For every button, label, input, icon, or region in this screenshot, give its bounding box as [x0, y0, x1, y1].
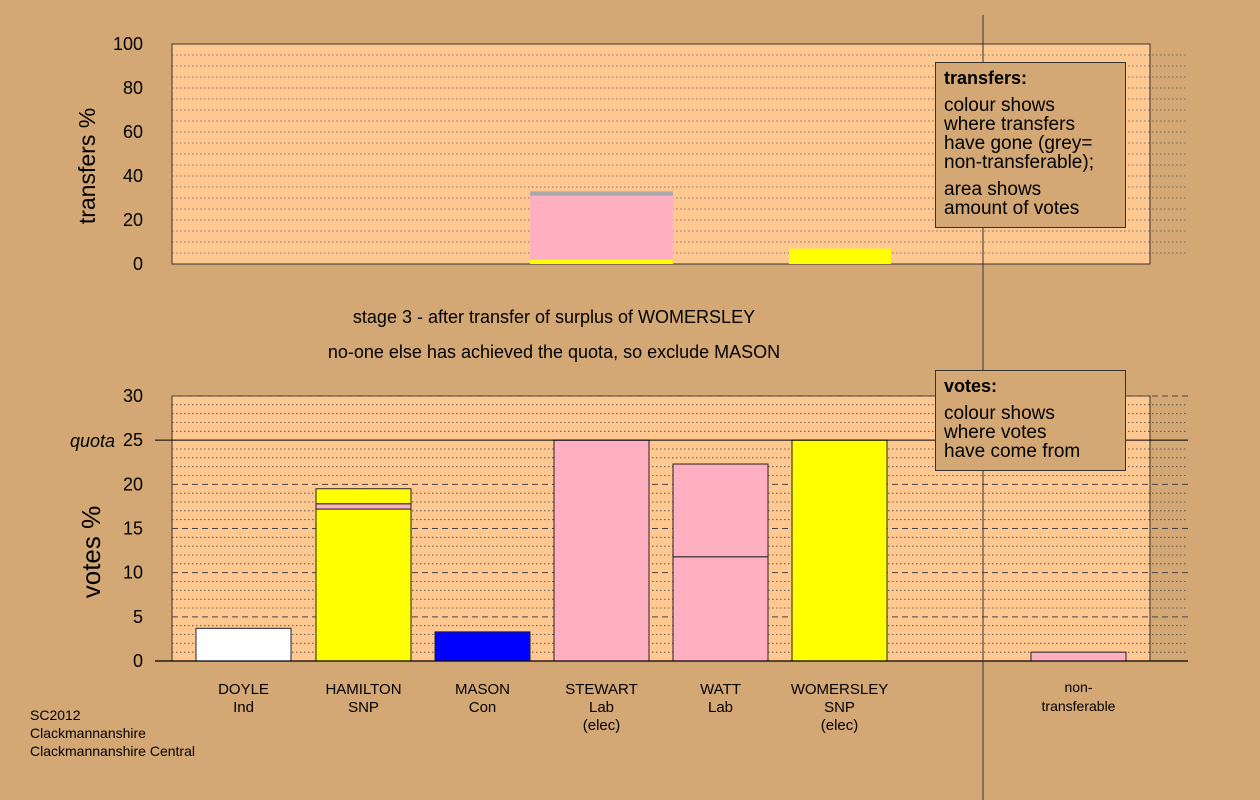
vote-bar-segment	[315, 503, 412, 510]
transfers-y-tick-label: 80	[123, 78, 143, 98]
candidate-label: Lab	[589, 699, 614, 716]
quota-label: quota	[70, 431, 115, 451]
transfers-legend-text: area shows	[944, 179, 1042, 200]
vote-bar-segment	[672, 463, 769, 558]
transfers-legend-text: colour shows	[944, 95, 1055, 116]
transfer-bar-segment	[530, 195, 673, 260]
candidate-label: SNP	[824, 699, 855, 716]
vote-bar-segment	[553, 439, 650, 662]
candidate-label: MASON	[455, 681, 510, 698]
candidate-label: Lab	[708, 699, 733, 716]
transfers-gridlines	[172, 54, 1188, 254]
candidate-label: HAMILTON	[325, 681, 401, 698]
transfer-bar-segment	[789, 248, 891, 264]
transfers-legend-title: transfers:	[944, 68, 1028, 88]
transfers-legend-text: amount of votes	[944, 198, 1080, 219]
votes-legend-box: votes: colour shows where votes have com…	[935, 370, 1126, 471]
vote-bar-segment	[672, 556, 769, 662]
votes-y-tick-label: 5	[133, 607, 143, 627]
candidate-label: Ind	[233, 699, 254, 716]
votes-y-tick-label: 30	[123, 386, 143, 406]
transfers-y-ticks: 0 20 40 60 80 100	[113, 34, 143, 274]
candidate-label: (elec)	[821, 717, 859, 734]
votes-y-tick-label: 25	[123, 430, 143, 450]
non-transferable-label: transferable	[1042, 698, 1116, 714]
vote-bar-segment	[434, 631, 531, 662]
stage-description: stage 3 - after transfer of surplus of W…	[353, 307, 755, 327]
votes-legend-title: votes:	[944, 376, 998, 396]
transfers-y-tick-label: 60	[123, 122, 143, 142]
candidate-label: (elec)	[583, 717, 621, 734]
vote-bar-segment	[315, 488, 412, 505]
candidate-label: WATT	[700, 681, 741, 698]
transfer-bar-segment	[530, 191, 673, 196]
transfers-legend-text: where transfers	[944, 114, 1075, 135]
votes-y-tick-label: 10	[123, 563, 143, 583]
candidate-label: DOYLE	[218, 681, 269, 698]
election-footer: SC2012 Clackmannanshire Clackmannanshire…	[30, 706, 195, 760]
candidate-label: STEWART	[565, 681, 638, 698]
candidate-label: WOMERSLEY	[791, 681, 889, 698]
transfers-y-axis-label: transfers %	[74, 108, 100, 224]
votes-y-tick-label: 0	[133, 651, 143, 671]
votes-y-ticks: 0 5 10 15 20 25 30	[123, 386, 143, 671]
vote-bar-segment	[315, 508, 412, 662]
transfers-legend-text: have gone (grey=	[944, 133, 1093, 154]
transfer-bar-segment	[530, 259, 673, 264]
vote-bar-segment	[195, 627, 292, 662]
transfers-y-tick-label: 0	[133, 254, 143, 274]
votes-legend-text: colour shows	[944, 403, 1055, 424]
non-transferable-label: non-	[1064, 679, 1092, 695]
transfers-bars	[530, 191, 891, 264]
candidate-label: SNP	[348, 699, 379, 716]
vote-bar-segment	[791, 439, 888, 662]
votes-y-tick-label: 20	[123, 474, 143, 494]
transfers-y-tick-label: 20	[123, 210, 143, 230]
votes-y-axis-label: votes %	[76, 506, 106, 599]
transfers-legend-text: non-transferable);	[944, 152, 1094, 173]
votes-y-tick-label: 15	[123, 519, 143, 539]
election-code: SC2012	[30, 707, 81, 723]
council-name: Clackmannanshire	[30, 725, 146, 741]
candidate-labels: DOYLEIndHAMILTONSNPMASONConSTEWARTLab(el…	[218, 679, 1116, 734]
stage-decision: no-one else has achieved the quota, so e…	[328, 342, 780, 362]
ward-name: Clackmannanshire Central	[30, 743, 195, 759]
votes-bars	[195, 439, 1127, 662]
candidate-label: Con	[469, 699, 497, 716]
votes-legend-text: where votes	[944, 422, 1047, 443]
vote-bar-segment	[1030, 651, 1127, 662]
transfers-legend-box: transfers: colour shows where transfers …	[935, 62, 1126, 228]
votes-legend-text: have come from	[944, 441, 1081, 462]
transfers-y-tick-label: 40	[123, 166, 143, 186]
transfers-y-tick-label: 100	[113, 34, 143, 54]
